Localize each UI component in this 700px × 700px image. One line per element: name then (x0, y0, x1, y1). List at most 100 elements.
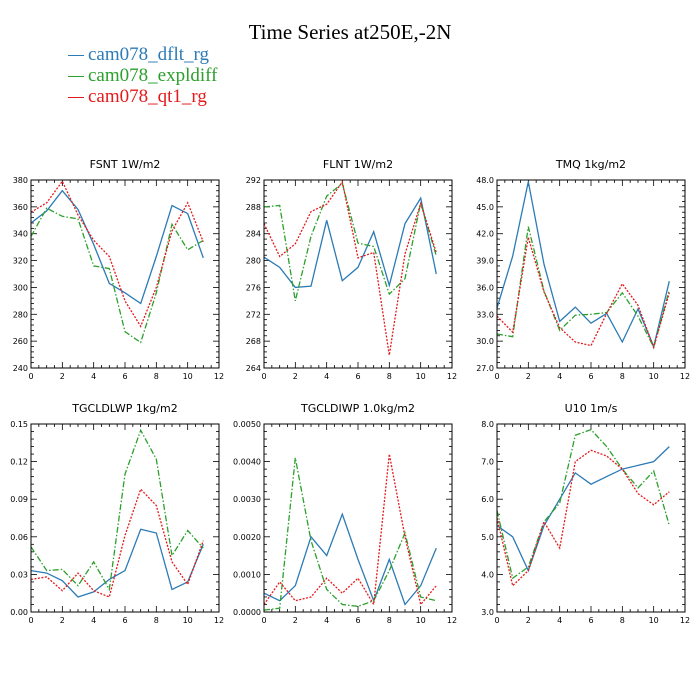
chart-title: FSNT 1W/m2 (90, 158, 161, 171)
x-tick-label: 2 (526, 372, 531, 381)
series-line-2 (496, 449, 670, 587)
plot-frame (496, 179, 686, 369)
legend-label-expldiff: cam078_expldiff (88, 65, 218, 86)
series-line-2 (30, 487, 204, 598)
x-tick-label: 10 (416, 372, 426, 381)
x-tick-label: 0 (28, 616, 33, 625)
series-line-0 (263, 512, 437, 606)
x-tick-label: 0 (494, 372, 499, 381)
y-tick-label: 0.09 (10, 495, 28, 504)
x-tick-label: 12 (214, 616, 224, 625)
x-tick-label: 10 (649, 372, 659, 381)
y-tick-label: 45.0 (476, 203, 494, 212)
x-tick-label: 8 (387, 616, 392, 625)
series-line-0 (30, 189, 204, 305)
y-tick-label: 4.0 (481, 570, 494, 579)
y-tick-label: 240 (13, 364, 28, 373)
x-tick-label: 6 (588, 372, 593, 381)
plot-frame (496, 423, 686, 613)
y-tick-label: 272 (246, 310, 261, 319)
series-line-1 (263, 182, 437, 302)
x-tick-label: 12 (447, 372, 457, 381)
y-tick-label: 36.0 (476, 283, 494, 292)
x-tick-label: 12 (680, 372, 690, 381)
x-tick-label: 6 (355, 616, 360, 625)
y-tick-label: 268 (246, 337, 261, 346)
y-tick-label: 0.0020 (233, 533, 261, 542)
x-tick-label: 6 (122, 372, 127, 381)
chart-title: U10 1m/s (565, 402, 618, 415)
x-tick-label: 8 (387, 372, 392, 381)
chart-title: TMQ 1kg/m2 (555, 158, 626, 171)
series-line-2 (496, 237, 670, 350)
x-tick-label: 10 (183, 616, 193, 625)
legend-swatch-expldiff (68, 76, 84, 78)
x-tick-label: 6 (122, 616, 127, 625)
y-tick-label: 8.0 (481, 420, 494, 429)
y-tick-label: 284 (246, 230, 261, 239)
x-tick-label: 4 (324, 372, 329, 381)
chart-1: FLNT 1W/m2 264 268 272 276 280 284 288 292 0 2 4 6 8 1… (246, 158, 457, 381)
series-line-0 (263, 196, 437, 289)
y-tick-label: 0.0000 (233, 608, 261, 617)
x-tick-label: 2 (60, 616, 65, 625)
series-line-2 (30, 180, 204, 328)
y-tick-label: 7.0 (481, 458, 494, 467)
series-line-0 (30, 528, 204, 598)
y-tick-label: 42.0 (476, 230, 494, 239)
x-tick-label: 8 (154, 372, 159, 381)
y-tick-label: 0.0010 (233, 570, 261, 579)
plot-frame (263, 179, 453, 369)
y-tick-label: 280 (246, 257, 261, 266)
legend-label-dflt: cam078_dflt_rg (88, 44, 210, 65)
y-tick-label: 276 (246, 283, 261, 292)
y-tick-label: 0.0050 (233, 420, 261, 429)
series-line-1 (30, 207, 204, 344)
x-tick-label: 2 (60, 372, 65, 381)
y-tick-label: 0.0030 (233, 495, 261, 504)
y-tick-label: 0.15 (10, 420, 28, 429)
x-tick-label: 0 (261, 372, 266, 381)
chart-title: TGCLDIWP 1.0kg/m2 (300, 402, 415, 415)
series-line-1 (496, 226, 670, 350)
x-tick-label: 0 (494, 616, 499, 625)
chart-5: U10 1m/s 3.0 4.0 5.0 6.0 7.0 8.0 0 2 4 6 8 10 12 (481, 402, 690, 625)
series-line-2 (263, 180, 437, 356)
chart-3: TGCLDLWP 1kg/m2 0.00 0.03 0.06 0.09 0.12 0.15 0… (10, 402, 224, 625)
x-tick-label: 4 (91, 616, 96, 625)
x-tick-label: 10 (183, 372, 193, 381)
y-tick-label: 0.03 (10, 570, 28, 579)
legend-swatch-qt1 (68, 97, 84, 99)
y-tick-label: 39.0 (476, 257, 494, 266)
x-tick-label: 12 (214, 372, 224, 381)
y-tick-label: 288 (246, 203, 261, 212)
y-tick-label: 30.0 (476, 337, 494, 346)
figure-title: Time Series at250E,-2N (248, 20, 452, 44)
x-tick-label: 2 (293, 616, 298, 625)
y-tick-label: 380 (13, 176, 28, 185)
series-line-0 (496, 446, 670, 573)
y-tick-label: 3.0 (481, 608, 494, 617)
legend-item-dflt: cam078_dflt_rg (68, 44, 217, 65)
y-tick-label: 0.00 (10, 608, 28, 617)
x-tick-label: 4 (91, 372, 96, 381)
y-tick-label: 0.0040 (233, 458, 261, 467)
series-line-1 (30, 428, 204, 592)
y-tick-label: 0.06 (10, 533, 28, 542)
y-tick-label: 300 (13, 283, 28, 292)
x-tick-label: 10 (416, 616, 426, 625)
x-tick-label: 2 (526, 616, 531, 625)
y-tick-label: 360 (13, 203, 28, 212)
y-tick-label: 264 (246, 364, 261, 373)
y-tick-label: 340 (13, 230, 28, 239)
legend-item-qt1: cam078_qt1_rg (68, 86, 217, 107)
chart-title: FLNT 1W/m2 (323, 158, 393, 171)
x-tick-label: 4 (324, 616, 329, 625)
series-line-2 (263, 453, 437, 607)
y-tick-label: 292 (246, 176, 261, 185)
y-tick-label: 320 (13, 257, 28, 266)
x-tick-label: 6 (588, 616, 593, 625)
plot-frame (263, 423, 453, 613)
legend-item-expldiff: cam078_expldiff (68, 65, 217, 86)
y-tick-label: 27.0 (476, 364, 494, 373)
